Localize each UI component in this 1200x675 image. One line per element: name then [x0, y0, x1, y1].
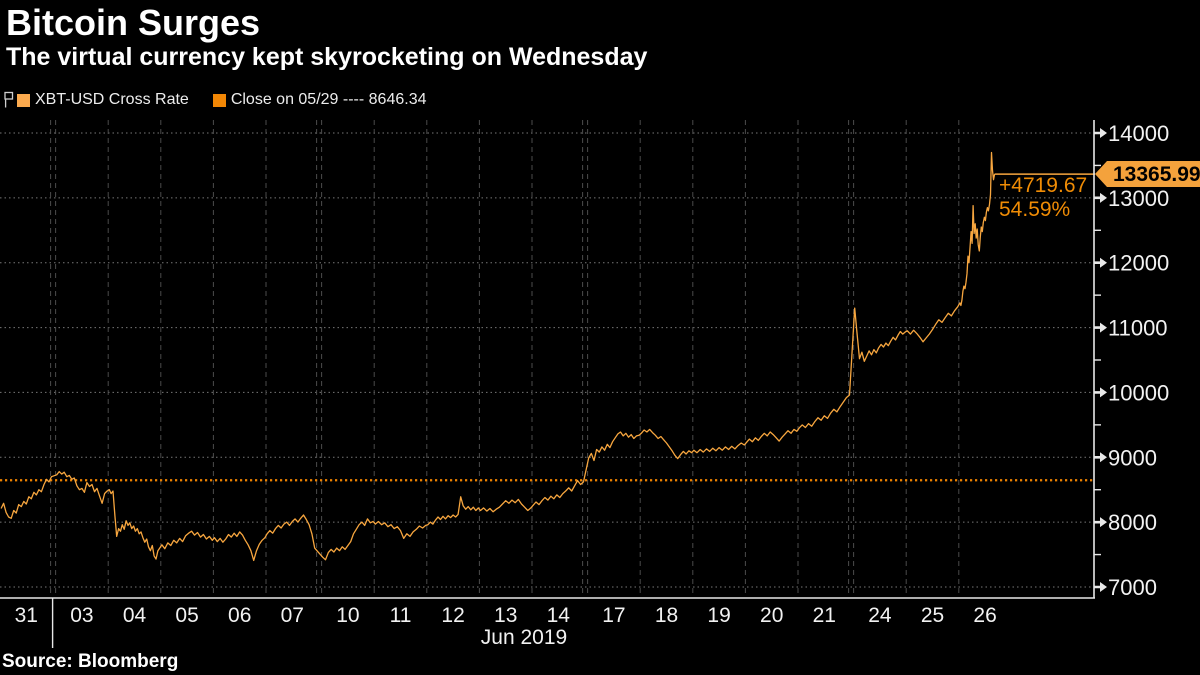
- page-title: Bitcoin Surges: [6, 2, 261, 43]
- svg-text:26: 26: [973, 604, 996, 627]
- svg-text:25: 25: [921, 604, 944, 627]
- change-absolute-label: +4719.67: [999, 174, 1088, 197]
- price-tag-arrow-icon: [1095, 161, 1107, 187]
- legend-series-label: XBT-USD Cross Rate: [35, 91, 189, 108]
- close-line-swatch-icon: [212, 93, 226, 107]
- svg-text:05: 05: [175, 604, 198, 627]
- legend-close-label: Close on 05/29 ---- 8646.34: [230, 91, 427, 108]
- legend-item-close: Close on 05/29 ---- 8646.34: [212, 91, 427, 109]
- svg-text:12000: 12000: [1108, 251, 1169, 276]
- svg-text:14000: 14000: [1108, 121, 1169, 146]
- last-price-value: 13365.99: [1107, 161, 1200, 187]
- svg-text:14: 14: [547, 604, 571, 627]
- svg-text:10000: 10000: [1108, 380, 1169, 405]
- svg-text:18: 18: [655, 604, 678, 627]
- svg-text:31: 31: [15, 604, 38, 627]
- svg-text:19: 19: [707, 604, 730, 627]
- svg-text:24: 24: [868, 604, 892, 627]
- svg-text:06: 06: [228, 604, 251, 627]
- series-swatch-icon: [17, 93, 30, 107]
- svg-text:9000: 9000: [1108, 445, 1157, 470]
- svg-text:03: 03: [70, 604, 93, 627]
- svg-text:17: 17: [602, 604, 625, 627]
- svg-text:7000: 7000: [1108, 575, 1157, 600]
- svg-text:10: 10: [336, 604, 359, 627]
- svg-text:20: 20: [760, 604, 783, 627]
- svg-text:12: 12: [441, 604, 464, 627]
- svg-text:07: 07: [281, 604, 304, 627]
- last-price-tag: 13365.99: [1095, 161, 1200, 187]
- source-credit: Source: Bloomberg: [2, 651, 179, 672]
- tracker-flag-icon: [4, 91, 14, 108]
- svg-text:13: 13: [494, 604, 517, 627]
- svg-text:Jun 2019: Jun 2019: [481, 626, 567, 649]
- chart-legend: XBT-USD Cross Rate Close on 05/29 ---- 8…: [2, 91, 426, 109]
- legend-item-series: XBT-USD Cross Rate: [17, 91, 189, 109]
- change-percent-label: 54.59%: [999, 198, 1071, 221]
- svg-text:8000: 8000: [1108, 510, 1157, 535]
- svg-text:21: 21: [813, 604, 836, 627]
- svg-text:13000: 13000: [1108, 186, 1169, 211]
- svg-text:04: 04: [123, 604, 147, 627]
- page-subtitle: The virtual currency kept skyrocketing o…: [6, 43, 648, 71]
- svg-text:11000: 11000: [1108, 316, 1168, 341]
- svg-text:11: 11: [390, 604, 412, 627]
